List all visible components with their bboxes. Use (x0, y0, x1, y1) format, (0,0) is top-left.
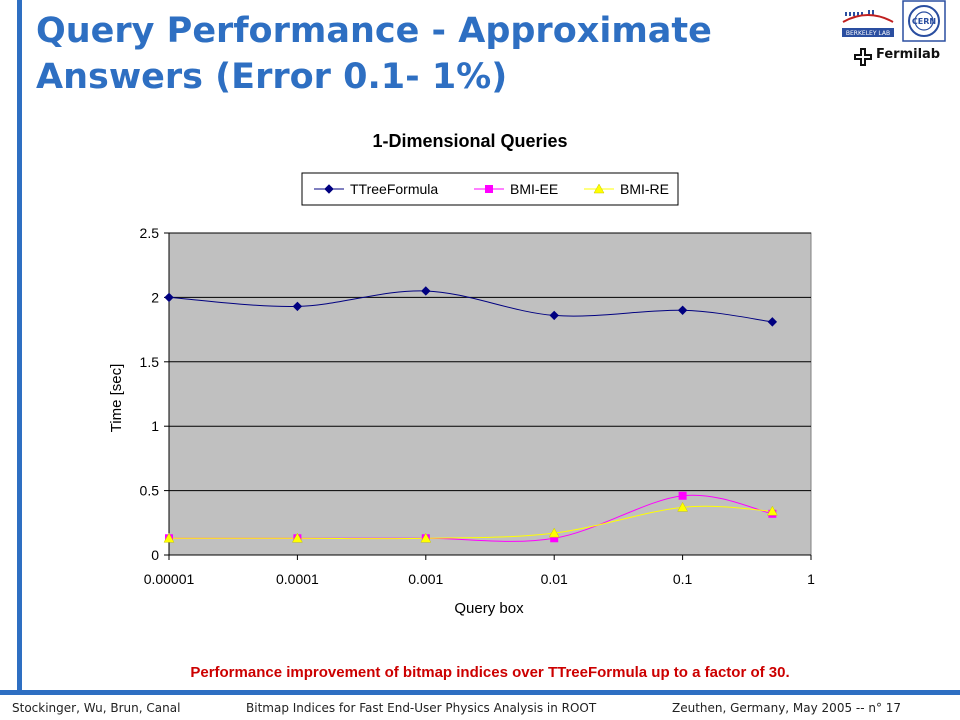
berkeley-lab-logo: BERKELEY LAB (840, 6, 896, 40)
x-tick-label: 1 (807, 571, 815, 587)
footer-venue-slide-number: Zeuthen, Germany, May 2005 -- n° 17 (672, 701, 902, 715)
slide-caption: Performance improvement of bitmap indice… (190, 664, 790, 681)
data-point-bmi-re (291, 532, 303, 543)
chart-title: 1-Dimensional Queries (372, 131, 567, 151)
data-point-ttreeformula (292, 301, 303, 312)
y-axis-label: Time [sec] (108, 364, 125, 433)
y-tick-label: 2.5 (140, 225, 160, 241)
legend-marker (485, 185, 493, 193)
legend: TTreeFormula BMI-EE BMI-RE (314, 181, 669, 197)
data-point-ttreeformula (164, 292, 174, 303)
data-point-ttreeformula (677, 305, 688, 315)
legend-label: BMI-RE (620, 181, 669, 197)
y-tick-label: 1 (151, 418, 159, 434)
data-point-ttreeformula (549, 310, 559, 321)
bottom-accent-bar (0, 690, 960, 695)
cern-logo-text: CERN (912, 17, 936, 26)
series-markers (163, 286, 778, 543)
footer: Stockinger, Wu, Brun, Canal Bitmap Indic… (0, 698, 960, 720)
fermilab-icon (852, 46, 874, 68)
slide-title: Query Performance - Approximate Answers … (36, 11, 712, 97)
left-accent-bar (17, 0, 22, 695)
legend-marker (593, 183, 605, 194)
gridlines (169, 232, 811, 492)
data-point-bmi-re (163, 532, 175, 543)
legend-marker (324, 184, 334, 194)
axes (164, 232, 812, 560)
data-point-bmi-ee (678, 491, 687, 500)
y-tick-label: 1.5 (140, 354, 160, 370)
y-tick-label: 2 (151, 289, 159, 305)
x-tick-label: 0.0001 (276, 571, 319, 587)
x-tick-labels: 0.00001 0.0001 0.001 0.01 0.1 1 (144, 571, 815, 587)
x-tick-label: 0.001 (408, 571, 443, 587)
cern-logo: CERN (902, 0, 946, 42)
y-tick-label: 0 (151, 547, 159, 563)
logo-group: BERKELEY LAB CERN Fermilab (834, 0, 960, 74)
legend-label: TTreeFormula (350, 181, 438, 197)
fermilab-logo: Fermilab (848, 44, 952, 70)
x-tick-label: 0.00001 (144, 571, 195, 587)
data-point-bmi-re (420, 532, 432, 543)
data-point-bmi-re (677, 501, 689, 512)
data-point-ttreeformula (421, 286, 431, 296)
x-tick-label: 0.1 (673, 571, 693, 587)
y-tick-label: 0.5 (140, 483, 160, 499)
legend-label: BMI-EE (510, 181, 558, 197)
berkeley-logo-text: BERKELEY LAB (846, 30, 890, 37)
footer-authors: Stockinger, Wu, Brun, Canal (12, 701, 181, 715)
footer-talk-title: Bitmap Indices for Fast End-User Physics… (246, 701, 597, 715)
x-axis-label: Query box (454, 600, 524, 617)
data-point-ttreeformula (767, 317, 778, 327)
data-point-bmi-re (548, 527, 560, 538)
x-tick-label: 0.01 (541, 571, 568, 587)
data-point-bmi-re (766, 505, 778, 516)
y-tick-labels: 0 0.5 1 1.5 2 2.5 (140, 225, 160, 563)
fermilab-logo-text: Fermilab (876, 47, 941, 62)
plot-area (168, 232, 812, 556)
